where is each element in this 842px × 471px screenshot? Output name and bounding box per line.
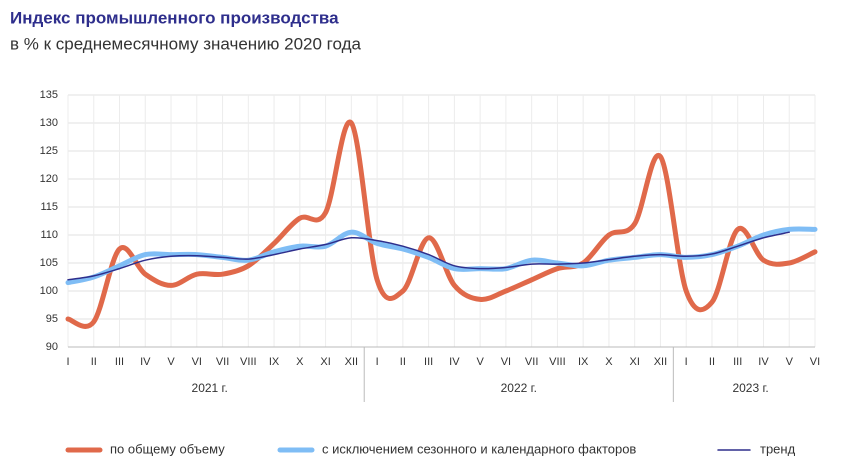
x-tick-label: VI xyxy=(501,356,511,368)
x-tick-label: VII xyxy=(525,356,538,368)
y-tick-label: 105 xyxy=(40,257,58,269)
x-tick-label: VII xyxy=(216,356,229,368)
y-tick-label: 125 xyxy=(40,145,58,157)
x-tick-label: V xyxy=(167,356,175,368)
y-tick-label: 130 xyxy=(40,117,58,129)
x-tick-label: X xyxy=(296,356,304,368)
legend-label: тренд xyxy=(760,441,796,456)
x-tick-label: III xyxy=(115,356,124,368)
x-tick-label: I xyxy=(66,356,69,368)
x-tick-label: VI xyxy=(810,356,820,368)
series-line xyxy=(65,226,818,286)
x-tick-label: IV xyxy=(758,356,769,368)
y-tick-label: 90 xyxy=(46,341,58,353)
x-tick-label: III xyxy=(733,356,742,368)
year-label: 2021 г. xyxy=(192,381,228,395)
x-tick-label: IX xyxy=(578,356,589,368)
x-tick-label: XI xyxy=(320,356,330,368)
x-tick-label: II xyxy=(709,356,715,368)
x-tick-label: XI xyxy=(629,356,639,368)
y-tick-label: 95 xyxy=(46,313,58,325)
year-label: 2023 г. xyxy=(732,381,768,395)
x-tick-label: XII xyxy=(654,356,667,368)
x-tick-label: II xyxy=(400,356,406,368)
x-tick-label: VIII xyxy=(240,356,257,368)
x-tick-label: I xyxy=(685,356,688,368)
x-tick-label: II xyxy=(91,356,97,368)
x-tick-label: I xyxy=(376,356,379,368)
y-tick-label: 115 xyxy=(40,201,58,213)
y-tick-label: 135 xyxy=(40,89,58,101)
x-tick-label: IV xyxy=(140,356,151,368)
legend-label: с исключением сезонного и календарного ф… xyxy=(322,441,636,456)
x-tick-label: VIII xyxy=(549,356,566,368)
y-tick-label: 120 xyxy=(40,173,58,185)
x-tick-label: IX xyxy=(269,356,280,368)
x-tick-label: III xyxy=(424,356,433,368)
x-tick-label: V xyxy=(786,356,794,368)
x-tick-label: XII xyxy=(345,356,358,368)
x-tick-label: VI xyxy=(192,356,202,368)
series-line xyxy=(67,231,790,281)
chart-title: Индекс промышленного производства xyxy=(10,8,339,27)
legend-label: по общему объему xyxy=(110,441,225,456)
y-tick-label: 100 xyxy=(40,285,58,297)
year-label: 2022 г. xyxy=(501,381,537,395)
x-tick-label: IV xyxy=(449,356,460,368)
x-tick-label: X xyxy=(605,356,613,368)
x-tick-label: V xyxy=(476,356,484,368)
series-line xyxy=(65,119,818,329)
chart-subtitle: в % к среднемесячному значению 2020 года xyxy=(10,34,362,53)
y-tick-label: 110 xyxy=(40,229,58,241)
